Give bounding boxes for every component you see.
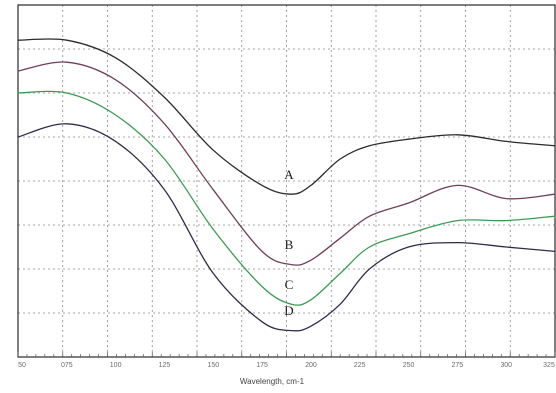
x-tick-label: 125 — [159, 362, 171, 369]
x-tick-label: 300 — [500, 362, 512, 369]
x-tick-label: 275 — [452, 362, 464, 369]
x-tick-label: 100 — [110, 362, 122, 369]
x-tick-label: 175 — [256, 362, 268, 369]
series-label-b: B — [285, 237, 294, 252]
series-label-c: C — [285, 277, 294, 292]
x-tick-label: 225 — [354, 362, 366, 369]
x-axis-ticks: 50 075 100 125 150 175 200 225 250 275 300 325 — [17, 352, 556, 369]
series-line-c — [17, 90, 556, 306]
grid — [18, 5, 555, 357]
series-label-a: A — [284, 167, 294, 182]
series-lines — [17, 38, 556, 332]
x-tick-label: 200 — [305, 362, 317, 369]
x-tick-label: 50 — [18, 362, 26, 369]
series-line-b — [17, 61, 556, 266]
series-line-d — [17, 123, 556, 332]
x-axis-label: Wavelength, cm-1 — [240, 377, 305, 386]
x-tick-label: 325 — [543, 362, 555, 369]
series-line-a — [17, 38, 556, 195]
x-tick-label: 250 — [403, 362, 415, 369]
x-tick-label: 075 — [61, 362, 73, 369]
series-labels: A B CD — [284, 167, 294, 318]
series-label-d: D — [284, 303, 293, 318]
x-tick-label: 150 — [207, 362, 219, 369]
